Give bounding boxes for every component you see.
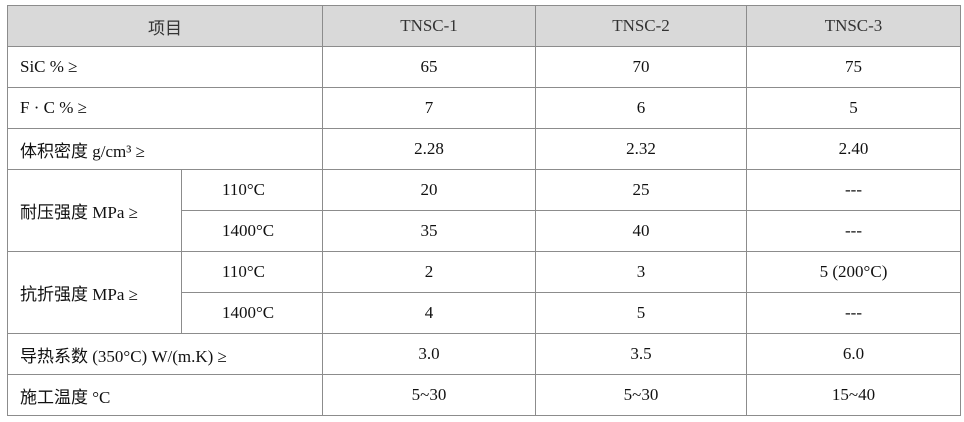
table-row: 耐压强度 MPa ≥110°C 20 25 --- [7, 169, 961, 252]
value-cell: 4 [322, 292, 536, 334]
sub-label: 1400°C [181, 210, 323, 252]
table-row: 1400°C 35 40 --- [8, 210, 961, 252]
value-cell: 40 [535, 210, 747, 252]
row-label: 施工温度 °C [7, 374, 323, 416]
spec-table: 项目 TNSC-1 TNSC-2 TNSC-3 SiC % ≥65 70 75 F · C %… [7, 5, 961, 416]
value-cell: 3 [535, 251, 747, 293]
table-row: 导热系数 (350°C) W/(m.K) ≥3.0 3.5 6.0 [7, 333, 961, 375]
row-label: 抗折强度 MPa ≥ [7, 251, 182, 334]
value-cell: --- [746, 210, 961, 252]
value-cell: 5 [746, 87, 961, 129]
value-cell: 6 [535, 87, 747, 129]
sub-label: 1400°C [181, 292, 323, 334]
row-label: 体积密度 g/cm³ ≥ [7, 128, 323, 170]
value-cell: 3.5 [535, 333, 747, 375]
table-body: 项目 TNSC-1 TNSC-2 TNSC-3 SiC % ≥65 70 75 F · C %… [7, 5, 961, 416]
value-cell: 5 [535, 292, 747, 334]
value-cell: 25 [535, 169, 747, 211]
value-cell: 15~40 [746, 374, 961, 416]
value-cell: 35 [322, 210, 536, 252]
table-row: F · C % ≥7 6 5 [7, 87, 961, 129]
row-label: F · C % ≥ [7, 87, 323, 129]
value-cell: 5~30 [535, 374, 747, 416]
value-cell: 2.28 [322, 128, 536, 170]
header-cell: TNSC-2 [535, 5, 747, 47]
header-cell: TNSC-1 [322, 5, 536, 47]
table-container: 项目 TNSC-1 TNSC-2 TNSC-3 SiC % ≥65 70 75 F · C %… [7, 5, 961, 416]
value-cell: 75 [746, 46, 961, 88]
value-cell: 70 [535, 46, 747, 88]
table-row: 抗折强度 MPa ≥110°C 2 3 5 (200°C) [7, 251, 961, 334]
row-label: 导热系数 (350°C) W/(m.K) ≥ [7, 333, 323, 375]
value-cell: --- [746, 292, 961, 334]
row-label: SiC % ≥ [7, 46, 323, 88]
row-label: 耐压强度 MPa ≥ [7, 169, 182, 252]
value-cell: 2.32 [535, 128, 747, 170]
header-cell: TNSC-3 [746, 5, 961, 47]
table-row: 施工温度 °C 5~30 5~30 15~40 [7, 374, 961, 416]
value-cell: 5~30 [322, 374, 536, 416]
sub-label: 110°C [181, 169, 323, 211]
value-cell: 7 [322, 87, 536, 129]
table-row: SiC % ≥65 70 75 [7, 46, 961, 88]
value-cell: --- [746, 169, 961, 211]
value-cell: 20 [322, 169, 536, 211]
value-cell: 6.0 [746, 333, 961, 375]
value-cell: 3.0 [322, 333, 536, 375]
header-row: 项目 TNSC-1 TNSC-2 TNSC-3 [7, 5, 961, 47]
header-cell: 项目 [7, 5, 323, 47]
value-cell: 2 [322, 251, 536, 293]
table-row: 1400°C 4 5 --- [8, 292, 961, 334]
value-cell: 5 (200°C) [746, 251, 961, 293]
sub-label: 110°C [181, 251, 323, 293]
table-row: 体积密度 g/cm³ ≥2.28 2.32 2.40 [7, 128, 961, 170]
value-cell: 65 [322, 46, 536, 88]
value-cell: 2.40 [746, 128, 961, 170]
